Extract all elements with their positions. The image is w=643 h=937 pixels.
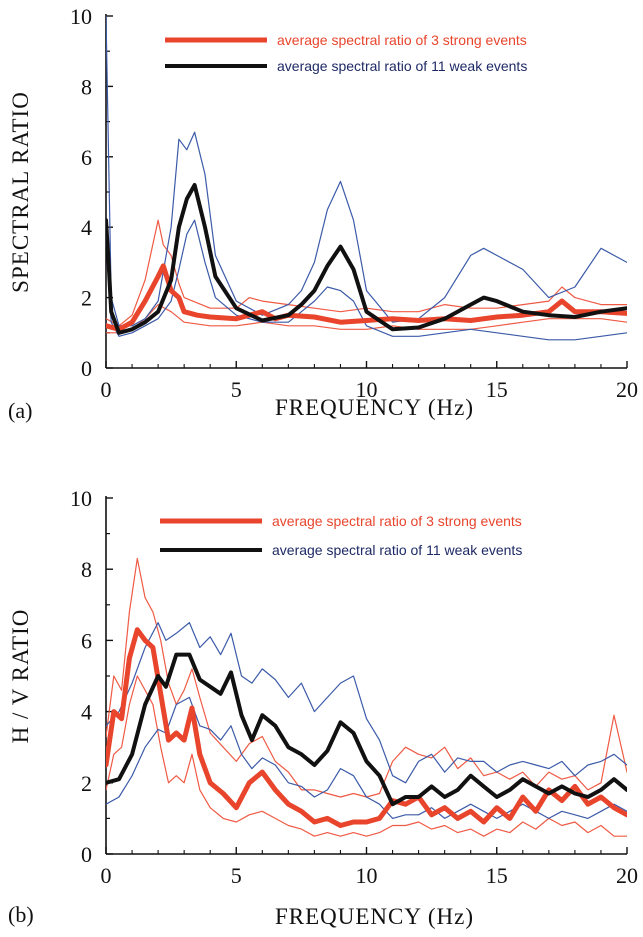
- x-tick-label: 20: [616, 863, 638, 888]
- y-tick-label: 2: [81, 771, 92, 796]
- panel-label: (b): [8, 902, 34, 927]
- y-tick-label: 4: [81, 215, 92, 240]
- y-tick-label: 6: [81, 628, 92, 653]
- y-axis-title: H / V RATIO: [8, 609, 33, 744]
- x-tick-label: 0: [101, 863, 112, 888]
- x-tick-label: 5: [231, 863, 242, 888]
- x-tick-label: 10: [356, 377, 378, 402]
- legend: average spectral ratio of 3 strong event…: [160, 513, 522, 558]
- series-strong-mean: [106, 627, 627, 828]
- y-tick-label: 4: [81, 700, 92, 725]
- series-strong-upper: [106, 557, 627, 798]
- x-tick-label: 20: [616, 377, 638, 402]
- y-tick-label: 0: [81, 356, 92, 381]
- x-tick-label: 0: [101, 377, 112, 402]
- y-tick-label: 8: [81, 74, 92, 99]
- y-tick-label: 0: [81, 842, 92, 867]
- x-axis-title: FREQUENCY (Hz): [275, 395, 474, 420]
- panel-label: (a): [8, 398, 32, 423]
- y-tick-label: 10: [70, 486, 92, 511]
- chart-panel-a: 0 2 4 6 8 10 0 5 10 15 20 FREQUENCY (Hz) SPECTRAL RA…: [8, 4, 638, 423]
- x-tick-label: 5: [231, 377, 242, 402]
- y-tick-label: 6: [81, 145, 92, 170]
- legend-label-strong: average spectral ratio of 3 strong event…: [277, 32, 527, 48]
- x-axis-title: FREQUENCY (Hz): [275, 904, 474, 929]
- y-tick-label: 2: [81, 286, 92, 311]
- series-weak-upper: [106, 622, 627, 784]
- series-strong-lower: [106, 304, 627, 334]
- legend-label-weak: average spectral ratio of 11 weak events: [277, 58, 527, 74]
- series-weak-mean: [106, 652, 627, 807]
- series-strong-lower: [106, 675, 627, 837]
- x-tick-label: 10: [356, 863, 378, 888]
- y-tick-label: 10: [70, 4, 92, 29]
- legend-label-strong: average spectral ratio of 3 strong event…: [272, 513, 522, 529]
- legend: average spectral ratio of 3 strong event…: [165, 32, 527, 74]
- x-tick-label: 15: [486, 863, 508, 888]
- x-tick-label: 15: [486, 377, 508, 402]
- legend-label-weak: average spectral ratio of 11 weak events: [272, 542, 522, 558]
- series-weak-mean: [106, 183, 627, 335]
- series-weak-upper: [106, 15, 627, 327]
- y-tick-label: 8: [81, 557, 92, 582]
- chart-panel-b: 0 2 4 6 8 10 0 5 10 15 20 FREQUENCY (Hz) H / V RATIO…: [8, 486, 638, 929]
- y-axis-title: SPECTRAL RATIO: [8, 91, 33, 293]
